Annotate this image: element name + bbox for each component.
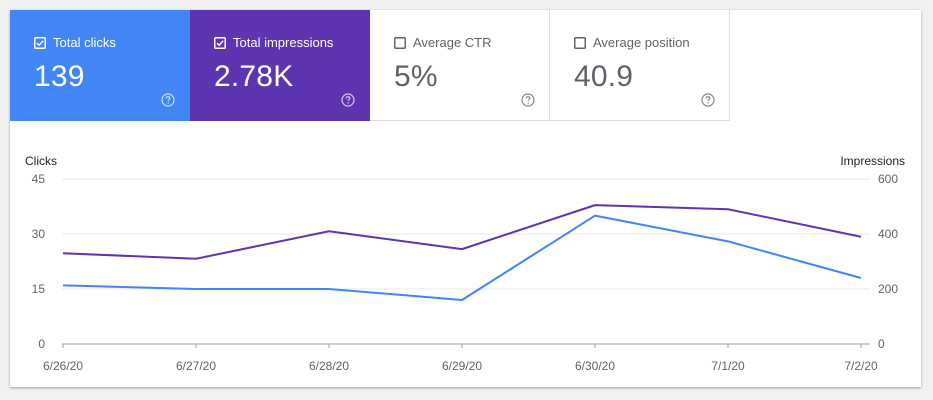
checkbox-unchecked-icon[interactable]	[574, 37, 586, 49]
left-tick-label: 30	[32, 227, 46, 241]
checkbox-unchecked-icon[interactable]	[394, 37, 406, 49]
left-tick-label: 15	[32, 282, 46, 296]
right-tick-label: 600	[878, 172, 898, 186]
performance-chart: Clicks Impressions 0 15 30 45 0 200 400 600 6/26…	[10, 121, 921, 387]
checkbox-checked-icon[interactable]	[34, 37, 46, 49]
clicks-series-line	[62, 214, 862, 301]
metric-value: 139	[34, 60, 85, 93]
impressions-series-line	[62, 204, 862, 260]
line-chart: 0 15 30 45 0 200 400 600 6/26/20 6/27/20 6/28/20 6/…	[32, 172, 899, 373]
question-circle-icon[interactable]	[521, 93, 535, 107]
metric-tiles: Total clicks 139 Total impressions 2.78K	[10, 10, 921, 121]
left-tick-label: 45	[32, 172, 46, 186]
metric-value: 2.78K	[214, 60, 294, 93]
question-circle-icon[interactable]	[341, 93, 355, 107]
metric-tile-average-position[interactable]: Average position 40.9	[550, 10, 730, 121]
metric-value: 40.9	[574, 60, 634, 93]
question-circle-icon[interactable]	[701, 93, 715, 107]
metric-tile-total-clicks[interactable]: Total clicks 139	[10, 10, 190, 121]
x-tick-label: 6/29/20	[442, 359, 482, 373]
x-tick-label: 7/1/20	[711, 359, 745, 373]
metric-tile-total-impressions[interactable]: Total impressions 2.78K	[190, 10, 370, 121]
x-tick-label: 6/27/20	[176, 359, 216, 373]
metric-tile-average-ctr[interactable]: Average CTR 5%	[370, 10, 550, 121]
right-axis-title: Impressions	[840, 154, 905, 168]
metric-value: 5%	[394, 60, 438, 93]
x-tick-label: 6/26/20	[43, 359, 83, 373]
left-tick-label: 0	[38, 337, 45, 351]
question-circle-icon[interactable]	[161, 93, 175, 107]
performance-card: Total clicks 139 Total impressions 2.78K	[10, 10, 921, 387]
right-tick-label: 200	[878, 282, 898, 296]
metric-label: Total clicks	[53, 35, 116, 50]
x-tick-label: 6/28/20	[309, 359, 349, 373]
metric-label: Total impressions	[233, 35, 334, 50]
left-axis-title: Clicks	[25, 154, 57, 168]
x-tick-label: 7/2/20	[844, 359, 878, 373]
right-tick-label: 400	[878, 227, 898, 241]
checkbox-checked-icon[interactable]	[214, 37, 226, 49]
x-tick-label: 6/30/20	[575, 359, 615, 373]
metric-label: Average position	[593, 35, 690, 50]
metric-label: Average CTR	[413, 35, 492, 50]
right-tick-label: 0	[878, 337, 885, 351]
